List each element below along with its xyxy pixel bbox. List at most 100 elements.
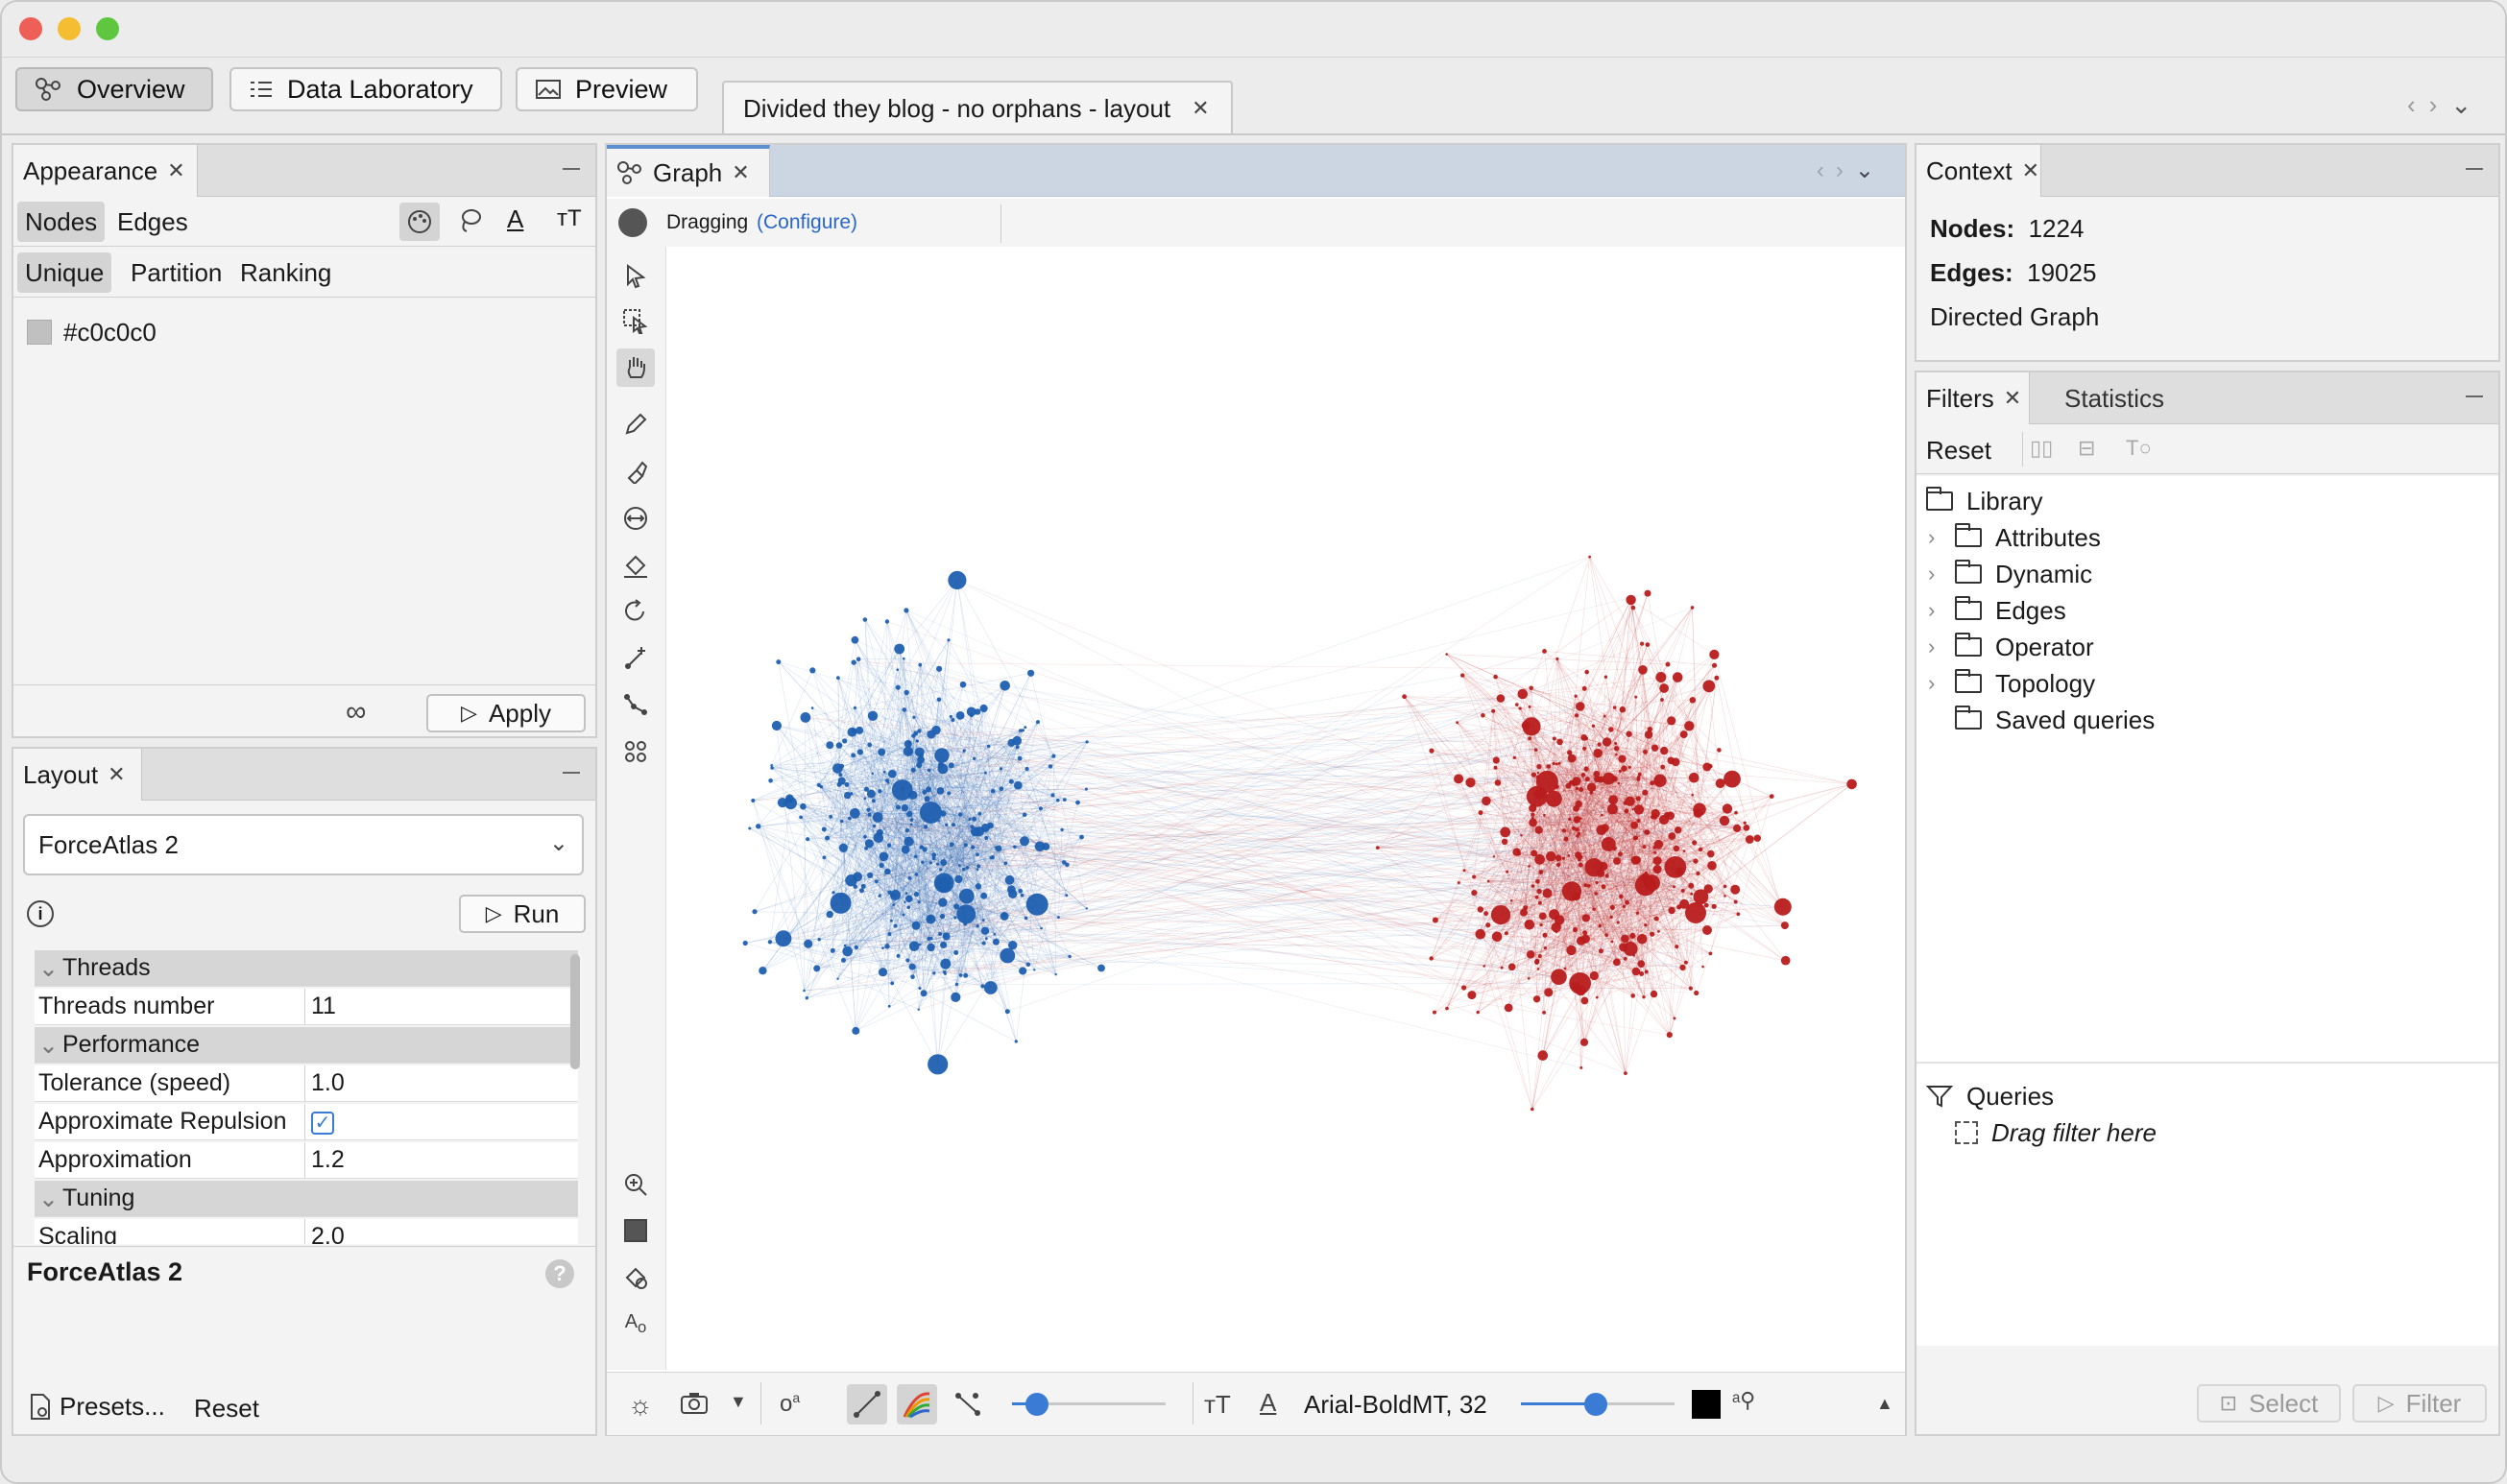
graph-node[interactable] xyxy=(980,823,990,832)
graph-node[interactable] xyxy=(1734,810,1738,815)
graph-node[interactable] xyxy=(1691,793,1694,797)
graph-node[interactable] xyxy=(1557,761,1561,765)
graph-node[interactable] xyxy=(1544,988,1554,997)
graph-node[interactable] xyxy=(1501,838,1508,845)
graph-node[interactable] xyxy=(1632,855,1641,865)
graph-node[interactable] xyxy=(887,769,897,778)
graph-node[interactable] xyxy=(1538,912,1547,921)
property-value[interactable]: 1.2 xyxy=(311,1146,345,1173)
graph-node[interactable] xyxy=(1652,865,1662,874)
graph-node[interactable] xyxy=(963,972,969,978)
graph-node[interactable] xyxy=(1542,1011,1546,1015)
graph-node[interactable] xyxy=(907,740,911,745)
graph-node[interactable] xyxy=(1543,814,1546,817)
graph-node[interactable] xyxy=(920,990,928,997)
graph-node[interactable] xyxy=(1019,729,1023,732)
graph-node[interactable] xyxy=(1724,895,1726,898)
graph-node[interactable] xyxy=(1630,993,1635,998)
graph-node[interactable] xyxy=(1586,782,1597,792)
graph-node[interactable] xyxy=(1667,756,1675,765)
graph-node[interactable] xyxy=(1630,605,1636,610)
edge-color-icon[interactable] xyxy=(897,1384,937,1424)
text-color-icon[interactable]: A xyxy=(507,204,524,233)
graph-node[interactable] xyxy=(886,843,892,848)
graph-node[interactable] xyxy=(1723,884,1727,889)
graph-node[interactable] xyxy=(1702,680,1716,693)
graph-node[interactable] xyxy=(770,764,773,767)
graph-node[interactable] xyxy=(1639,971,1645,976)
graph-node[interactable] xyxy=(1719,815,1730,826)
graph-node[interactable] xyxy=(1675,945,1679,949)
graph-node[interactable] xyxy=(1672,672,1683,682)
graph-node[interactable] xyxy=(949,877,952,880)
graph-node[interactable] xyxy=(986,744,991,749)
graph-node[interactable] xyxy=(966,706,976,717)
graph-node[interactable] xyxy=(864,847,868,850)
graph-node[interactable] xyxy=(1567,750,1573,755)
graph-node[interactable] xyxy=(1668,832,1676,840)
document-tab[interactable]: Divided they blog - no orphans - layout … xyxy=(722,81,1233,134)
graph-node[interactable] xyxy=(902,913,905,917)
graph-node[interactable] xyxy=(1574,713,1579,718)
graph-node[interactable] xyxy=(1015,745,1020,750)
graph-node[interactable] xyxy=(1543,946,1547,950)
graph-node[interactable] xyxy=(1065,862,1070,868)
graph-node[interactable] xyxy=(1633,804,1645,815)
chevron-right-icon[interactable]: › xyxy=(1928,525,1936,549)
graph-node[interactable] xyxy=(1536,968,1540,970)
graph-node[interactable] xyxy=(1012,735,1022,746)
graph-node[interactable] xyxy=(1524,920,1535,930)
graph-node[interactable] xyxy=(1531,812,1535,817)
graph-node[interactable] xyxy=(980,926,990,935)
chevron-left-icon[interactable]: ‹ xyxy=(1816,157,1836,183)
graph-node[interactable] xyxy=(1780,922,1789,930)
graph-node[interactable] xyxy=(836,676,840,680)
graph-node[interactable] xyxy=(1542,888,1553,898)
graph-node[interactable] xyxy=(1594,776,1601,783)
filters-tab[interactable]: Filters ✕ xyxy=(1916,372,2030,424)
graph-node[interactable] xyxy=(1471,890,1478,897)
chevron-down-icon[interactable]: ⌄ xyxy=(1854,157,1886,183)
graph-node[interactable] xyxy=(1033,969,1036,971)
graph-node[interactable] xyxy=(984,937,988,941)
graph-node[interactable] xyxy=(1635,796,1641,802)
graph-node[interactable] xyxy=(844,791,852,800)
graph-node[interactable] xyxy=(1084,787,1088,791)
graph-node[interactable] xyxy=(1491,708,1496,713)
graph-node[interactable] xyxy=(1680,888,1685,893)
minimize-icon[interactable] xyxy=(2466,395,2483,397)
graph-node[interactable] xyxy=(804,939,813,948)
graph-node[interactable] xyxy=(904,892,908,895)
graph-node[interactable] xyxy=(1551,922,1561,933)
graph-node[interactable] xyxy=(873,832,884,843)
graph-node[interactable] xyxy=(1462,869,1466,873)
graph-node[interactable] xyxy=(1660,698,1664,702)
minimize-icon[interactable] xyxy=(2466,168,2483,170)
graph-node[interactable] xyxy=(1571,826,1577,831)
graph-node[interactable] xyxy=(768,778,773,783)
graph-node[interactable] xyxy=(1531,884,1535,888)
graph-node[interactable] xyxy=(1024,726,1027,730)
minimize-icon[interactable] xyxy=(563,168,580,170)
chevron-left-icon[interactable]: ‹ xyxy=(2407,90,2429,119)
graph-node[interactable] xyxy=(1709,649,1720,659)
graph-node[interactable] xyxy=(896,953,901,958)
graph-node[interactable] xyxy=(1642,789,1649,796)
chevron-down-icon[interactable]: ⌄ xyxy=(2450,90,2486,119)
graph-node[interactable] xyxy=(879,851,889,862)
graph-node[interactable] xyxy=(1644,923,1648,927)
graph-node[interactable] xyxy=(1456,721,1458,725)
tree-icon[interactable]: ⊟ xyxy=(2078,436,2096,460)
label-color-swatch[interactable] xyxy=(1692,1390,1721,1419)
graph-node[interactable] xyxy=(973,756,976,760)
graph-node[interactable] xyxy=(1020,836,1029,847)
property-approximate-repulsion[interactable]: Approximate Repulsion ✓ xyxy=(35,1104,578,1140)
graph-node[interactable] xyxy=(1617,781,1621,785)
category-tuning[interactable]: ⌄ Tuning xyxy=(35,1181,578,1217)
graph-node[interactable] xyxy=(863,835,867,839)
graph-node[interactable] xyxy=(999,767,1003,771)
graph-node[interactable] xyxy=(908,941,920,952)
graph-node[interactable] xyxy=(1598,948,1603,954)
graph-node[interactable] xyxy=(1013,845,1017,850)
graph-node[interactable] xyxy=(1581,685,1587,691)
